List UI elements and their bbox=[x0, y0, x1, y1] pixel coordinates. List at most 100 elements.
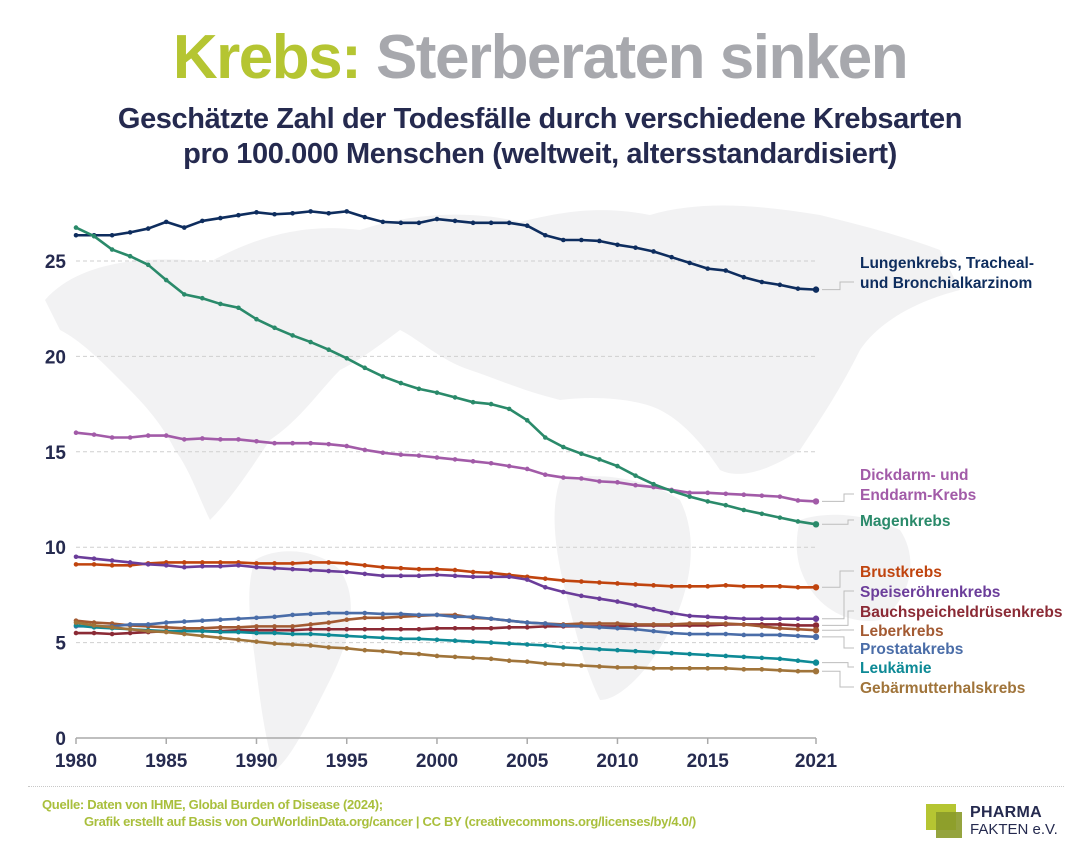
data-point bbox=[452, 654, 458, 660]
data-point bbox=[452, 457, 458, 462]
data-point bbox=[434, 455, 440, 460]
data-point bbox=[380, 573, 386, 579]
data-point bbox=[597, 646, 602, 652]
data-point bbox=[380, 626, 386, 632]
data-point bbox=[669, 622, 674, 627]
data-point bbox=[362, 571, 368, 577]
data-point bbox=[597, 621, 602, 626]
data-point bbox=[777, 584, 783, 589]
data-point bbox=[398, 452, 404, 457]
label-leader-line bbox=[822, 590, 854, 620]
data-point bbox=[579, 476, 584, 481]
label-leader-line bbox=[822, 662, 854, 668]
label-leader-line bbox=[822, 610, 854, 626]
data-point bbox=[200, 436, 205, 441]
data-point bbox=[777, 515, 783, 520]
data-point bbox=[272, 624, 277, 629]
data-point bbox=[218, 563, 223, 569]
data-point bbox=[506, 574, 512, 580]
data-point bbox=[398, 573, 404, 579]
data-point bbox=[308, 209, 313, 214]
series-line bbox=[74, 611, 818, 639]
data-point bbox=[452, 625, 458, 631]
data-point bbox=[488, 640, 494, 645]
source-line-2: Grafik erstellt auf Basis von OurWorldin… bbox=[84, 814, 696, 829]
data-point bbox=[236, 563, 241, 568]
axes: 0 5 10 15 20 25 1980 1985 1990 1995 2000 2005 2010 20… bbox=[45, 252, 838, 772]
x-tick-label: 1985 bbox=[145, 751, 188, 772]
data-point bbox=[326, 568, 331, 574]
data-point bbox=[326, 441, 331, 447]
data-point bbox=[380, 374, 386, 379]
data-point bbox=[542, 576, 548, 581]
data-point bbox=[506, 406, 512, 412]
data-point bbox=[488, 574, 494, 580]
data-point bbox=[597, 238, 602, 244]
data-point bbox=[597, 596, 602, 602]
data-point bbox=[633, 622, 638, 627]
data-point bbox=[181, 225, 187, 230]
data-point bbox=[218, 629, 223, 635]
logo-text-pharma: PHARMA bbox=[970, 804, 1043, 821]
data-point bbox=[651, 583, 656, 588]
data-point bbox=[777, 616, 783, 622]
data-point bbox=[290, 642, 295, 647]
data-point bbox=[416, 453, 422, 458]
data-point bbox=[452, 567, 458, 573]
data-point bbox=[506, 625, 512, 630]
data-point bbox=[272, 211, 277, 217]
data-point bbox=[254, 630, 259, 636]
data-point bbox=[542, 472, 548, 477]
data-point bbox=[326, 610, 331, 616]
data-point bbox=[73, 554, 79, 560]
data-point bbox=[362, 634, 368, 640]
data-point bbox=[759, 616, 765, 622]
data-point bbox=[669, 254, 674, 260]
data-point bbox=[777, 282, 783, 288]
series-label: Leukämie bbox=[860, 660, 932, 677]
data-point bbox=[705, 631, 711, 637]
data-point bbox=[615, 647, 620, 653]
data-point bbox=[200, 628, 205, 634]
data-point bbox=[759, 624, 765, 629]
data-point bbox=[524, 577, 530, 582]
data-point bbox=[524, 659, 530, 664]
data-point bbox=[398, 626, 404, 632]
data-point bbox=[470, 639, 476, 644]
data-point bbox=[308, 560, 313, 565]
data-point bbox=[308, 643, 313, 648]
data-point bbox=[488, 460, 494, 466]
data-point bbox=[200, 560, 205, 565]
data-point bbox=[236, 616, 241, 622]
data-point bbox=[416, 636, 422, 642]
data-point bbox=[506, 618, 512, 623]
data-point bbox=[163, 219, 169, 225]
label-leader-line bbox=[822, 570, 854, 588]
data-point bbox=[416, 566, 422, 572]
data-point bbox=[795, 626, 801, 632]
data-point bbox=[777, 667, 783, 673]
data-point bbox=[362, 647, 368, 653]
data-point bbox=[687, 621, 692, 626]
data-point bbox=[795, 623, 801, 628]
data-point bbox=[290, 624, 295, 629]
data-point bbox=[470, 655, 476, 661]
y-tick-label: 10 bbox=[45, 538, 66, 559]
data-point bbox=[812, 659, 820, 666]
data-point bbox=[272, 440, 277, 446]
data-point bbox=[651, 628, 656, 634]
data-point bbox=[344, 633, 350, 639]
data-point bbox=[362, 447, 368, 453]
data-point bbox=[759, 667, 765, 672]
data-point bbox=[109, 232, 115, 238]
data-point bbox=[741, 492, 747, 498]
data-point bbox=[416, 573, 422, 579]
data-point bbox=[434, 572, 440, 578]
data-point bbox=[579, 624, 584, 629]
series-line bbox=[74, 210, 818, 291]
data-point bbox=[452, 573, 458, 579]
data-point bbox=[236, 212, 241, 218]
data-point bbox=[326, 620, 331, 625]
x-tick-label: 2015 bbox=[687, 751, 730, 772]
data-point bbox=[73, 562, 79, 567]
